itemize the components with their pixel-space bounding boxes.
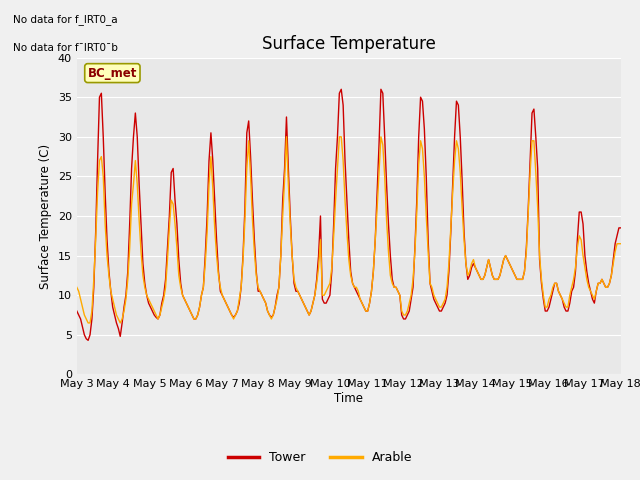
Arable — [99, 174, 107, 180]
Arable — [84, 320, 92, 326]
Tower — [617, 225, 625, 231]
Line: Arable: Arable — [77, 137, 621, 323]
Tower — [506, 261, 513, 266]
Tower — [256, 288, 264, 294]
Text: No data for f¯IRT0¯b: No data for f¯IRT0¯b — [13, 43, 118, 53]
Text: BC_met: BC_met — [88, 67, 137, 80]
Arable — [283, 134, 291, 140]
Tower — [73, 308, 81, 314]
Y-axis label: Surface Temperature (C): Surface Temperature (C) — [39, 144, 52, 288]
Tower — [99, 134, 107, 140]
Arable — [341, 197, 349, 203]
Tower — [337, 86, 345, 92]
Arable — [506, 261, 513, 266]
Tower — [79, 324, 86, 330]
Arable — [256, 288, 264, 294]
Title: Surface Temperature: Surface Temperature — [262, 35, 436, 53]
Arable — [73, 284, 81, 290]
Text: No data for f_IRT0_a: No data for f_IRT0_a — [13, 14, 117, 25]
Tower — [84, 337, 92, 343]
Tower — [156, 312, 164, 318]
Arable — [156, 312, 164, 318]
X-axis label: Time: Time — [334, 392, 364, 405]
Tower — [341, 158, 349, 164]
Legend: Tower, Arable: Tower, Arable — [223, 446, 417, 469]
Line: Tower: Tower — [77, 89, 621, 340]
Arable — [79, 304, 86, 310]
Arable — [617, 241, 625, 247]
